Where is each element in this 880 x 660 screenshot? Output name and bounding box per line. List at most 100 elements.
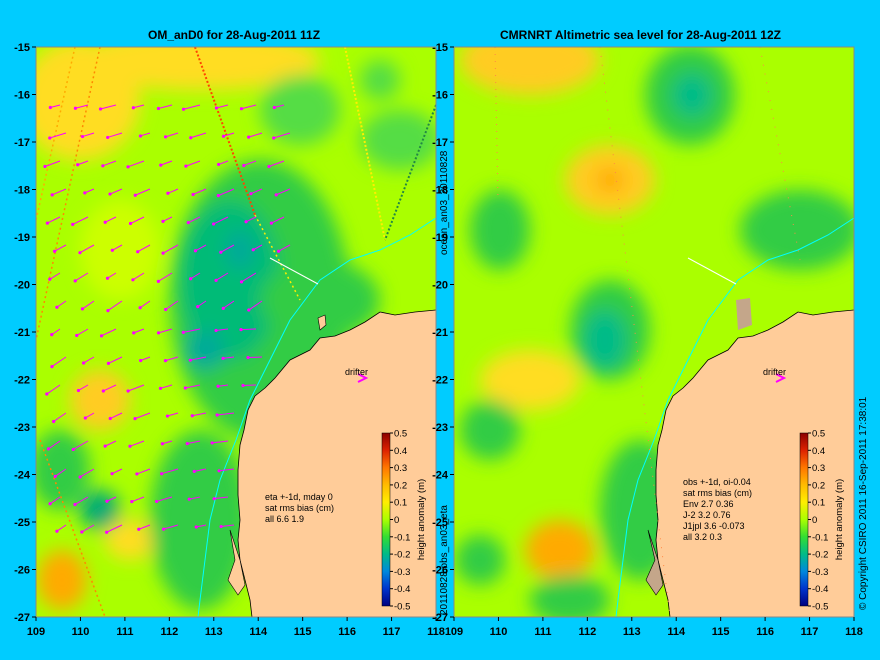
right-map: drifter [454, 47, 854, 617]
vector-head [106, 361, 111, 365]
vector-head [45, 392, 49, 396]
left-colorbar-label: height anomaly (m) [416, 479, 427, 560]
vector-head [83, 416, 87, 420]
vector-head [132, 331, 136, 335]
right-xtick-label: 116 [756, 626, 774, 638]
vector-mark [108, 356, 123, 364]
vector-mark [215, 272, 229, 281]
left-ytick-label: -17 [14, 137, 30, 149]
vector-head [80, 530, 84, 534]
vector-head [239, 107, 244, 111]
vector-mark [221, 524, 235, 528]
left-xtick-label: 118 [427, 626, 445, 638]
vector-mark [104, 440, 117, 447]
vector-head [138, 134, 143, 138]
vector-head [103, 444, 107, 448]
vector-head [193, 249, 198, 253]
vector-head [164, 307, 168, 312]
vector-head [211, 222, 216, 226]
left-colorbar-tick: -0.4 [394, 584, 410, 595]
vector-head [106, 135, 110, 140]
right-ytick-label: -21 [432, 327, 448, 339]
vector-mark [48, 440, 61, 450]
right-ytick-label: -25 [432, 517, 448, 529]
vector-mark [187, 440, 201, 445]
vector-mark [240, 328, 257, 331]
vector-head [81, 361, 86, 365]
vector-mark [101, 328, 117, 337]
vector-head [133, 193, 137, 197]
vector-head [106, 308, 110, 313]
vector-mark [137, 244, 151, 253]
vector-mark [49, 496, 61, 505]
vector-mark [247, 356, 263, 359]
vector-mark [44, 160, 61, 167]
left-ytick-label: -23 [14, 422, 30, 434]
vector-head [158, 386, 163, 390]
vector-mark [100, 104, 117, 110]
right-colorbar-tick: 0.2 [812, 480, 825, 491]
vector-head [246, 355, 250, 360]
vector-mark [161, 468, 179, 475]
vector-mark [190, 132, 207, 139]
vector-mark [72, 440, 89, 450]
left-ytick-label: -22 [14, 375, 30, 387]
vector-mark [107, 300, 123, 312]
vector-mark [81, 524, 95, 533]
vector-mark [140, 356, 151, 361]
right-ytick-label: -27 [432, 612, 448, 624]
vector-mark [85, 412, 95, 419]
right-colorbar-tick: -0.3 [812, 567, 828, 578]
vector-head [247, 308, 251, 312]
vector-mark [163, 524, 179, 530]
vector-mark [158, 328, 173, 334]
vector-mark [218, 188, 235, 197]
right-xtick-label: 109 [445, 626, 463, 638]
vector-head [52, 419, 56, 424]
vector-mark [50, 104, 61, 108]
right-stats-line: J1jpl 3.6 -0.073 [683, 521, 745, 531]
vector-head [214, 278, 218, 282]
right-colorbar-tick: -0.1 [812, 532, 828, 543]
vector-head [191, 192, 195, 197]
vector-mark [74, 496, 89, 505]
vector-head [55, 529, 59, 533]
vector-head [131, 106, 135, 110]
vector-mark [82, 132, 95, 138]
vector-head [184, 164, 188, 168]
left-ytick-label: -18 [14, 185, 30, 197]
vector-mark [139, 300, 151, 309]
vector-mark [132, 272, 145, 281]
vector-head [269, 221, 273, 225]
vector-mark [104, 216, 117, 223]
vector-head [242, 163, 246, 168]
left-colorbar-tick: -0.5 [394, 602, 410, 613]
vector-mark [130, 216, 145, 224]
right-ytick-label: -26 [432, 565, 448, 577]
right-axes: -15 -16 -17 -18 -19 -20 -21 -22 -23 -24 -25 -26 -27 1… [432, 42, 863, 638]
vector-mark [278, 244, 291, 252]
left-colorbar-tick: 0 [394, 515, 399, 526]
vector-head [267, 164, 271, 169]
copyright-text: © Copyright CSIRO 2011 16-Sep-2011 17:38… [858, 396, 869, 610]
left-xtick-label: 115 [294, 626, 312, 638]
vector-head [105, 499, 109, 503]
vector-mark [134, 412, 151, 420]
right-colorbar: 0.5 0.4 0.3 0.2 0.1 0 -0.1 -0.2 -0.3 -0.4 -0.5 heig… [799, 429, 845, 613]
right-drifter-label: drifter [763, 367, 786, 377]
right-colorbar-tick: 0.3 [812, 463, 825, 474]
vector-mark [245, 216, 257, 223]
vector-mark [195, 244, 207, 252]
vector-mark [185, 384, 201, 389]
vector-mark [136, 468, 151, 475]
vector-head [249, 192, 253, 196]
right-ytick-label: -18 [432, 185, 448, 197]
vector-mark [212, 440, 229, 444]
vector-head [159, 163, 163, 167]
vector-mark [162, 216, 173, 222]
vector-head [46, 447, 51, 451]
vector-head [48, 277, 52, 281]
vector-head [239, 280, 244, 284]
vector-head [131, 278, 135, 282]
